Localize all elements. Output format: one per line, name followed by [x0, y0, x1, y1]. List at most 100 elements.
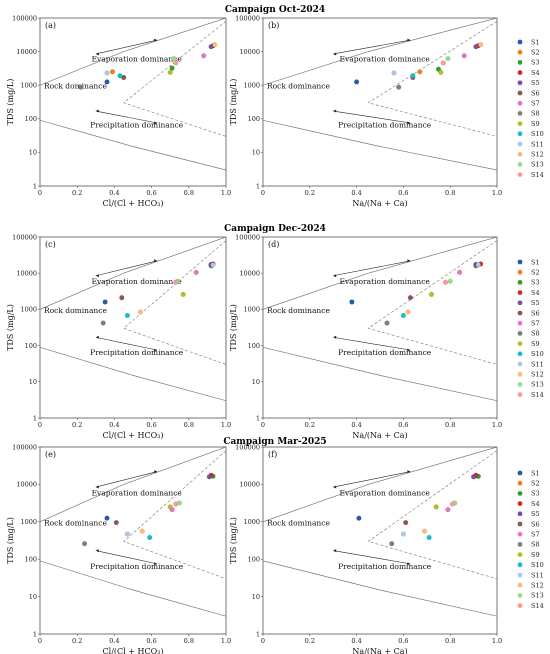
x-tick-label: 1.0	[492, 189, 502, 197]
campaign-title-oct-2024: Campaign Oct-2024	[225, 5, 325, 15]
legend-label: S13	[531, 381, 544, 389]
x-tick-label: 1.0	[221, 637, 231, 645]
x-axis-label: Cl/(Cl + HCO₃)	[103, 431, 164, 440]
data-point-s13	[445, 56, 451, 62]
legend-label: S1	[531, 469, 540, 477]
y-tick-label: 1	[33, 182, 37, 190]
arrow-shaft	[95, 550, 158, 565]
legend-label: S11	[531, 140, 544, 148]
panel-e: 1 10 100 1000 10000 100000 0 0.2 0.4 0.6 0.8 1.0 Cl/…	[6, 443, 231, 654]
arrow-head	[95, 335, 99, 339]
legend-label: S9	[531, 120, 540, 128]
data-points	[78, 42, 218, 90]
x-tick-label: 0.2	[305, 637, 315, 645]
data-point-s8	[78, 84, 84, 90]
arrow-head	[154, 259, 158, 263]
rock-dominance-label: Rock dominance	[267, 518, 330, 527]
legend-swatch-s1	[517, 39, 523, 45]
data-point-s12	[137, 309, 143, 315]
data-point-s7	[461, 53, 467, 59]
panel-label: (d)	[268, 240, 279, 249]
x-tick-label: 0.2	[305, 189, 315, 197]
legend-swatch-s10	[517, 131, 523, 137]
arrow-head	[95, 274, 99, 278]
y-tick-label: 10	[252, 593, 260, 601]
legend-swatch-s6	[517, 310, 523, 316]
arrow-shaft	[333, 550, 411, 565]
y-tick-label: 1000	[243, 82, 260, 90]
legend-swatch-s13	[517, 382, 523, 387]
data-point-s12	[478, 42, 484, 48]
evaporation-arrow	[95, 259, 158, 278]
legend-swatch-s5	[517, 511, 523, 517]
data-point-s8	[389, 541, 395, 547]
precipitation-arrow	[95, 109, 158, 125]
x-axis-label: Cl/(Cl + HCO₃)	[103, 647, 164, 654]
rock-dominance-label: Rock dominance	[44, 81, 107, 90]
legend-swatch-s10	[517, 562, 523, 568]
data-points	[356, 472, 481, 547]
legend-label: S14	[531, 171, 544, 179]
data-point-s9	[167, 504, 173, 510]
precipitation-arrow	[95, 335, 158, 352]
x-tick-label: 0.6	[398, 189, 408, 197]
legend-swatch-s8	[517, 331, 523, 336]
arrow-shaft	[333, 471, 411, 488]
panel-b: 1 10 100 1000 10000 100000 0 0.2 0.4 0.6 0.8 1.0 Na/…	[229, 14, 502, 208]
data-point-s5	[473, 44, 479, 50]
evaporation-dominance-label: Evaporation dominance	[340, 489, 431, 498]
data-point-s9	[438, 69, 444, 75]
precipitation-arrow	[333, 335, 411, 352]
precipitation-dominance-label: Precipitation dominance	[90, 562, 184, 571]
boundary-lines	[40, 447, 226, 617]
x-tick-label: 0	[261, 189, 265, 197]
evaporation-dominance-label: Evaporation dominance	[340, 277, 431, 286]
legend-swatch-s11	[517, 361, 523, 367]
y-axis-label: TDS (mg/L)	[229, 517, 238, 564]
y-axis-label: TDS (mg/L)	[229, 304, 238, 351]
data-point-s9	[167, 69, 173, 75]
legend-label: S5	[531, 299, 540, 307]
y-tick-label: 100	[248, 342, 260, 350]
dashed-envelope-line	[367, 21, 497, 137]
evaporation-dominance-label: Evaporation dominance	[92, 55, 183, 64]
data-point-s14	[442, 279, 449, 285]
x-tick-label: 0.6	[398, 637, 408, 645]
arrow-shaft	[95, 471, 158, 488]
y-tick-label: 10	[252, 149, 260, 157]
data-point-s9	[428, 291, 435, 297]
panel-c: 1 10 100 1000 10000 100000 0 0.2 0.4 0.6 0.8 1.0 Cl/…	[6, 233, 231, 440]
panel-label: (f)	[268, 450, 277, 459]
campaign-title-mar-2025: Campaign Mar-2025	[223, 437, 326, 447]
campaign-titles: Campaign Oct-2024 Campaign Dec-2024 Camp…	[223, 5, 326, 447]
legend-label: S13	[531, 161, 544, 169]
legend-swatch-s9	[517, 121, 523, 126]
y-tick-label: 10000	[239, 48, 260, 56]
x-tick-label: 0	[38, 421, 42, 429]
x-tick-label: 0.6	[398, 421, 408, 429]
y-tick-label: 10000	[16, 481, 37, 489]
data-point-s14	[173, 279, 179, 285]
x-axis-label: Cl/(Cl + HCO₃)	[103, 199, 164, 208]
legend-swatch-s12	[517, 582, 523, 588]
legend-swatch-s2	[517, 269, 523, 275]
rock-dominance-label: Rock dominance	[267, 306, 330, 315]
data-point-s14	[449, 501, 456, 507]
x-tick-label: 0.8	[184, 189, 194, 197]
data-point-s2	[109, 69, 116, 75]
rock-dominance-label: Rock dominance	[44, 306, 107, 315]
data-point-s5	[206, 474, 212, 480]
arrow-shaft	[95, 39, 158, 55]
data-point-s11	[104, 70, 110, 76]
y-tick-label: 10	[252, 378, 260, 386]
x-tick-label: 0.2	[72, 637, 82, 645]
data-points	[354, 42, 484, 90]
data-point-s5	[471, 474, 477, 480]
data-point-s9	[433, 504, 439, 510]
x-axis-label: Na/(Na + Ca)	[352, 199, 407, 208]
campaign-title-dec-2024: Campaign Dec-2024	[224, 224, 326, 234]
data-point-s12	[421, 528, 428, 534]
data-points	[100, 261, 216, 326]
evaporation-arrow	[333, 38, 411, 56]
